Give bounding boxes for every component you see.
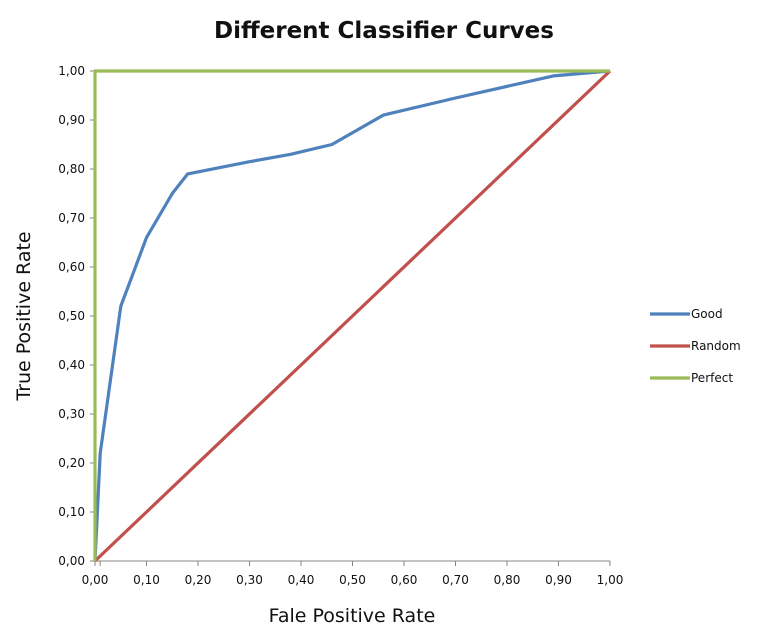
x-tick-label: 0,60 <box>391 573 418 587</box>
y-tick-label: 0,50 <box>58 309 85 323</box>
y-tick-label: 0,30 <box>58 407 85 421</box>
x-tick-label: 1,00 <box>597 573 624 587</box>
x-tick-label: 0,20 <box>185 573 212 587</box>
y-axis-label: True Positive Rate <box>13 231 35 401</box>
y-tick-label: 0,60 <box>58 260 85 274</box>
y-tick-label: 0,80 <box>58 162 85 176</box>
x-tick-label: 0,30 <box>236 573 263 587</box>
x-tick-label: 0,70 <box>442 573 469 587</box>
legend-label-random: Random <box>691 339 741 353</box>
series-line-good <box>93 69 611 562</box>
y-tick-label: 0,00 <box>58 554 85 568</box>
chart-legend: Good Random Perfect <box>650 307 741 385</box>
x-tick-label: 0,50 <box>339 573 366 587</box>
x-tick-label: 0,40 <box>288 573 315 587</box>
y-tick-label: 0,10 <box>58 505 85 519</box>
x-tick-label: 0,00 <box>82 573 109 587</box>
chart-title: Different Classifier Curves <box>214 18 554 44</box>
series-line-random <box>93 69 612 563</box>
x-tick-label: 0,10 <box>133 573 160 587</box>
y-axis-ticks: 0,00 0,10 0,20 0,30 0,40 0,50 0,60 0,70 0,80 0,90… <box>58 64 95 568</box>
x-tick-label: 0,90 <box>545 573 572 587</box>
legend-label-good: Good <box>691 307 723 321</box>
y-tick-label: 0,20 <box>58 456 85 470</box>
y-tick-label: 0,70 <box>58 211 85 225</box>
y-tick-label: 1,00 <box>58 64 85 78</box>
x-axis-label: Fale Positive Rate <box>269 605 436 627</box>
series-line-perfect <box>93 69 610 561</box>
y-tick-label: 0,90 <box>58 113 85 127</box>
x-axis-ticks: 0,00 0,10 0,20 0,30 0,40 0,50 0,60 0,70 0,80 0,90… <box>82 561 624 587</box>
series-layer <box>93 69 612 563</box>
x-tick-label: 0,80 <box>494 573 521 587</box>
legend-label-perfect: Perfect <box>691 371 733 385</box>
y-tick-label: 0,40 <box>58 358 85 372</box>
